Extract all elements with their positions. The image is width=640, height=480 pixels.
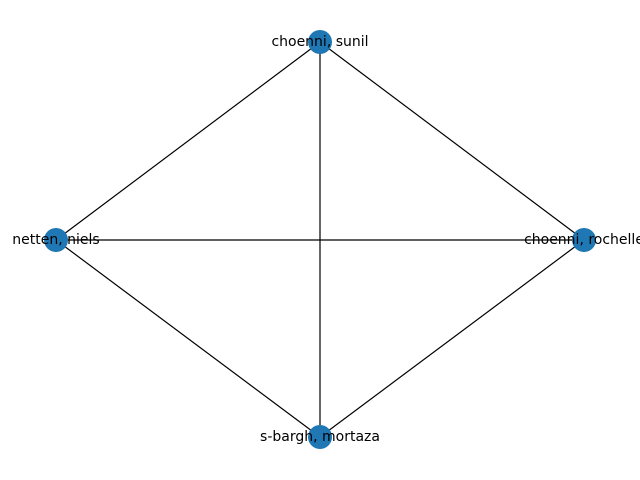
graph-node-label: s-bargh, mortaza — [260, 429, 380, 445]
graph-node-label: choenni, rochelle — [524, 232, 640, 248]
graph-node-n1 — [44, 228, 68, 252]
edge-n2-n3 — [319, 239, 585, 438]
label-layer: choenni, sunil netten, niels choenni, roch… — [12, 34, 640, 445]
graph-node-n0 — [308, 30, 332, 54]
edge-n0-n1 — [55, 41, 321, 241]
edge-n0-n2 — [319, 41, 585, 241]
edge-layer — [55, 41, 585, 438]
graph-node-n2 — [572, 228, 596, 252]
graph-node-label: choenni, sunil — [271, 34, 368, 50]
node-layer — [44, 30, 596, 449]
graph-node-n3 — [308, 425, 332, 449]
graph-node-label: netten, niels — [12, 232, 99, 248]
edge-n1-n3 — [55, 239, 321, 438]
